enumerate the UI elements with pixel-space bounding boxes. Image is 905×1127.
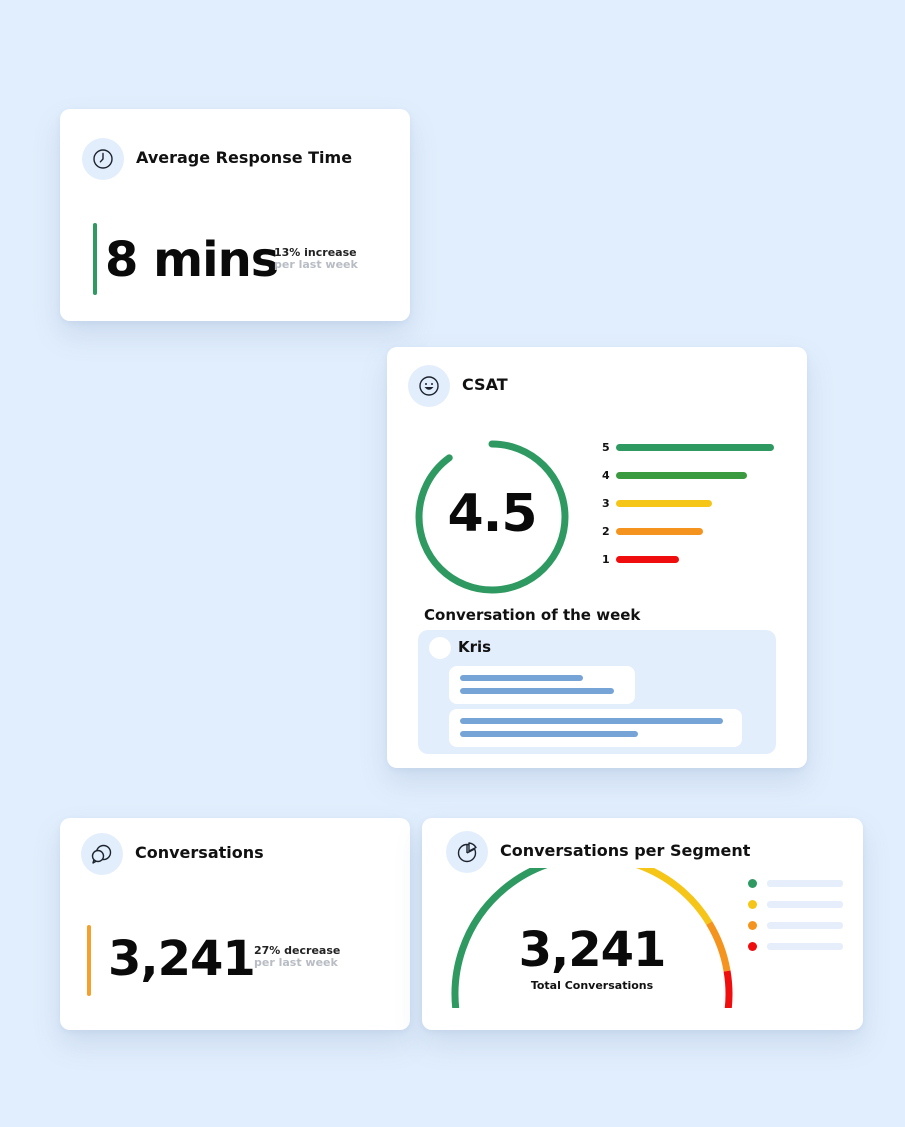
rating-row-2: 2 (602, 525, 703, 538)
smiley-icon (408, 365, 450, 407)
rating-label: 2 (602, 525, 610, 538)
conversations-delta: 27% decrease per last week (254, 944, 340, 969)
gauge-segment-4 (723, 970, 733, 1008)
rating-label: 1 (602, 553, 610, 566)
response-time-value: 8 mins (105, 232, 279, 288)
rating-label: 4 (602, 469, 610, 482)
delta-label: 13% increase (274, 246, 357, 259)
chat-author-name: Kris (458, 638, 492, 656)
message-line (460, 675, 583, 681)
legend-placeholder-line (767, 901, 843, 908)
delta-period: per last week (274, 258, 358, 271)
segment-gauge (451, 868, 733, 1008)
legend-placeholder-line (767, 943, 843, 950)
chat-bubbles-icon (81, 833, 123, 875)
message-line (460, 718, 723, 724)
legend-dot (748, 879, 757, 888)
delta-period: per last week (254, 956, 338, 969)
accent-bar (93, 223, 97, 295)
accent-bar (87, 925, 91, 996)
card-title: Conversations (135, 843, 264, 862)
response-time-delta: 13% increase per last week (274, 246, 358, 271)
card-title: Conversations per Segment (500, 841, 751, 860)
csat-score: 4.5 (447, 484, 537, 544)
segment-total-caption: Total Conversations (530, 979, 654, 992)
rating-bar (616, 556, 680, 563)
legend-dot (748, 942, 757, 951)
rating-bar (616, 500, 713, 507)
segment-total-value: 3,241 (518, 922, 667, 978)
csat-ring (415, 440, 569, 594)
average-response-time-card: Average Response Time 8 mins 13% increas… (60, 109, 410, 321)
message-bubble (449, 666, 635, 704)
csat-ring-arc (415, 440, 569, 594)
pie-chart-icon (446, 831, 488, 873)
rating-bar (616, 444, 774, 451)
avatar (429, 637, 451, 659)
conversations-value: 3,241 (108, 931, 256, 987)
rating-row-5: 5 (602, 441, 774, 454)
message-line (460, 688, 614, 694)
legend-dot (748, 900, 757, 909)
message-bubble (449, 709, 742, 747)
gauge-segment-3 (706, 921, 731, 972)
rating-label: 5 (602, 441, 610, 454)
conversation-preview[interactable]: Kris (418, 630, 776, 754)
card-title: Average Response Time (136, 148, 353, 167)
legend-placeholder-line (767, 880, 843, 887)
gauge-segment-1 (451, 868, 637, 1008)
legend-dot (748, 921, 757, 930)
card-title: CSAT (462, 375, 508, 394)
rating-label: 3 (602, 497, 610, 510)
message-line (460, 731, 638, 737)
rating-bar (616, 472, 748, 479)
rating-row-4: 4 (602, 469, 748, 482)
conversations-card: Conversations 3,241 27% decrease per las… (60, 818, 410, 1030)
rating-row-3: 3 (602, 497, 713, 510)
clock-icon (82, 138, 124, 180)
delta-label: 27% decrease (254, 944, 341, 957)
conversation-of-week-title: Conversation of the week (424, 606, 641, 624)
rating-row-1: 1 (602, 553, 680, 566)
gauge-segment-2 (636, 868, 713, 925)
rating-bar (616, 528, 703, 535)
conversations-per-segment-card: Conversations per Segment 3,241 Total Co… (422, 818, 863, 1030)
legend-placeholder-line (767, 922, 843, 929)
